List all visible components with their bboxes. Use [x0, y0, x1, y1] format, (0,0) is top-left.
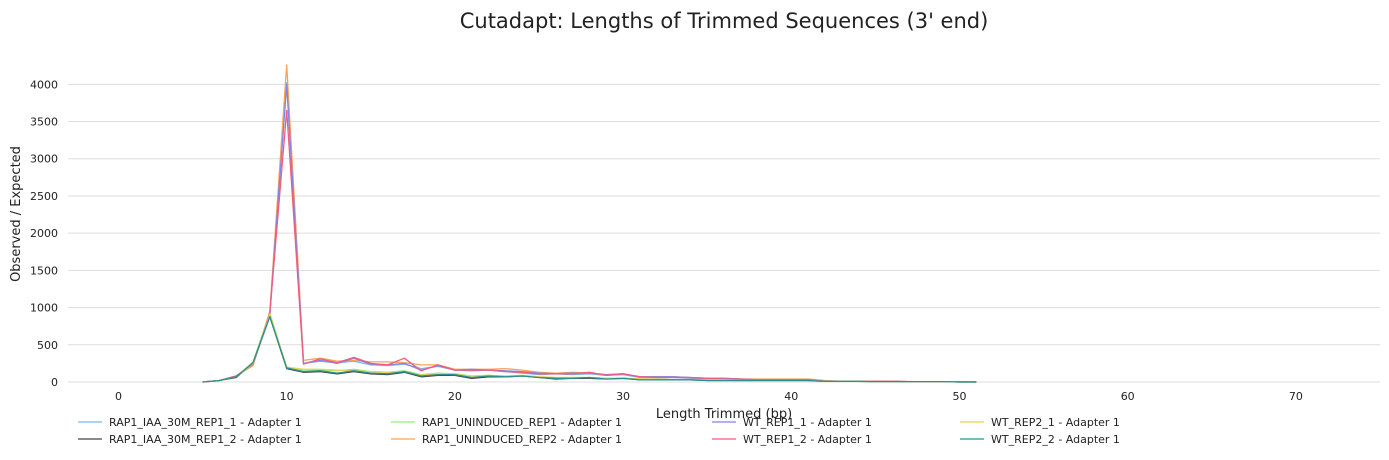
legend-label: RAP1_IAA_30M_REP1_2 - Adapter 1	[109, 433, 302, 446]
legend-label: RAP1_IAA_30M_REP1_1 - Adapter 1	[109, 416, 302, 429]
legend-label: WT_REP2_1 - Adapter 1	[991, 416, 1120, 429]
y-tick-label: 3000	[30, 153, 58, 166]
grid-lines	[68, 83, 1380, 383]
y-tick-label: 4000	[30, 78, 58, 91]
legend-item[interactable]: WT_REP1_2 - Adapter 1	[712, 433, 872, 446]
legend-item[interactable]: RAP1_IAA_30M_REP1_2 - Adapter 1	[78, 433, 302, 446]
x-tick-label: 30	[616, 390, 630, 403]
x-axis-ticks: 0 10 20 30 40 50 60 70	[115, 390, 1303, 403]
y-tick-label: 2000	[30, 227, 58, 240]
x-axis-label: Length Trimmed (bp)	[656, 407, 792, 422]
y-tick-label: 1500	[30, 264, 58, 277]
series-line	[202, 82, 977, 383]
series-line	[202, 315, 977, 383]
x-tick-label: 60	[1121, 390, 1135, 403]
series-line	[202, 64, 977, 383]
chart-title: Cutadapt: Lengths of Trimmed Sequences (…	[460, 9, 989, 33]
legend: RAP1_IAA_30M_REP1_1 - Adapter 1 RAP1_IAA_…	[78, 416, 1120, 446]
x-tick-label: 20	[448, 390, 462, 403]
legend-item[interactable]: RAP1_IAA_30M_REP1_1 - Adapter 1	[78, 416, 302, 429]
legend-label: WT_REP1_1 - Adapter 1	[743, 416, 872, 429]
legend-label: WT_REP1_2 - Adapter 1	[743, 433, 872, 446]
legend-item[interactable]: WT_REP2_1 - Adapter 1	[960, 416, 1120, 429]
series-line	[202, 109, 977, 383]
y-tick-label: 3500	[30, 116, 58, 129]
x-tick-label: 50	[952, 390, 966, 403]
y-tick-label: 500	[37, 339, 58, 352]
y-tick-label: 2500	[30, 190, 58, 203]
legend-item[interactable]: RAP1_UNINDUCED_REP1 - Adapter 1	[391, 416, 622, 429]
legend-item[interactable]: WT_REP1_1 - Adapter 1	[712, 416, 872, 429]
x-tick-label: 10	[280, 390, 294, 403]
x-tick-label: 70	[1289, 390, 1303, 403]
legend-item[interactable]: WT_REP2_2 - Adapter 1	[960, 433, 1120, 446]
legend-label: RAP1_UNINDUCED_REP1 - Adapter 1	[422, 416, 622, 429]
x-tick-label: 40	[784, 390, 798, 403]
y-axis-label: Observed / Expected	[9, 146, 24, 282]
legend-label: RAP1_UNINDUCED_REP2 - Adapter 1	[422, 433, 622, 446]
series-lines	[202, 64, 977, 383]
y-tick-label: 0	[51, 376, 58, 389]
legend-item[interactable]: RAP1_UNINDUCED_REP2 - Adapter 1	[391, 433, 622, 446]
y-axis-ticks: 0 500 1000 1500 2000 2500 3000 3500 4000	[30, 78, 58, 389]
legend-label: WT_REP2_2 - Adapter 1	[991, 433, 1120, 446]
x-tick-label: 0	[115, 390, 122, 403]
y-tick-label: 1000	[30, 302, 58, 315]
